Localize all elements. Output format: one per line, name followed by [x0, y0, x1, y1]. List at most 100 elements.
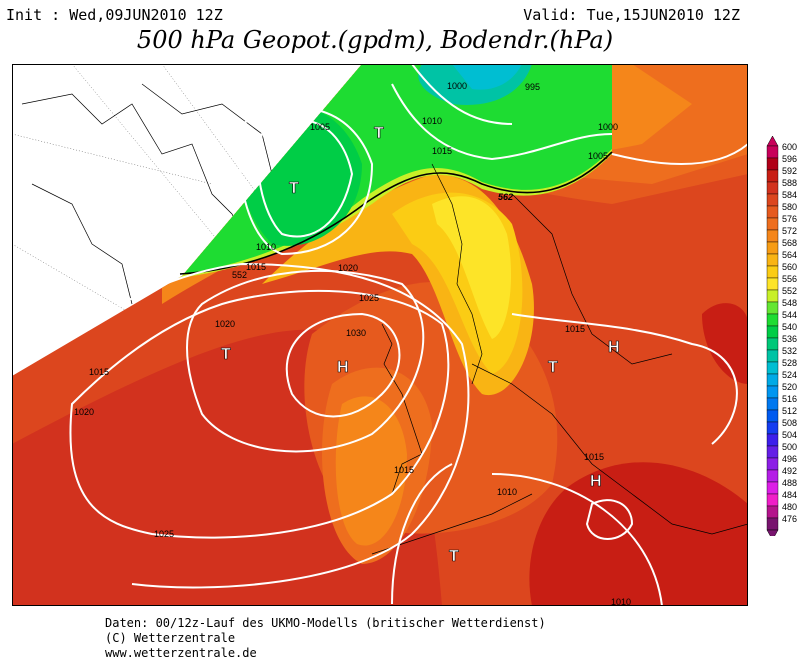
- legend-swatch: [766, 385, 779, 399]
- legend-swatch: [766, 241, 779, 255]
- contour-labels: 1000 995 1005 1010 1015 1000 1005 1010 1…: [74, 81, 631, 606]
- legend-arrow-bottom: [766, 529, 779, 536]
- legend-label: 520: [782, 382, 797, 392]
- legend-swatch: [766, 493, 779, 507]
- legend-swatch: [766, 337, 779, 351]
- low-center: T: [449, 548, 459, 565]
- legend-swatch: [766, 253, 779, 267]
- legend-swatch: [766, 505, 779, 519]
- isobars: [12, 64, 748, 606]
- contour-label: 1010: [422, 116, 442, 126]
- legend-swatch: [766, 481, 779, 495]
- legend-label: 548: [782, 298, 797, 308]
- legend-label: 524: [782, 370, 797, 380]
- high-center: H: [590, 473, 602, 490]
- pressure-centers: T T T H H T H T: [221, 125, 620, 566]
- legend-label: 512: [782, 406, 797, 416]
- low-center: T: [289, 180, 299, 197]
- legend-swatch: [766, 349, 779, 363]
- low-center: T: [374, 125, 384, 142]
- legend-label: 596: [782, 154, 797, 164]
- legend-swatch: [766, 181, 779, 195]
- contour-label: 1005: [588, 151, 608, 161]
- legend-label: 600: [782, 142, 797, 152]
- legend-swatch: [766, 433, 779, 447]
- legend-swatch: [766, 193, 779, 207]
- legend-label: 528: [782, 358, 797, 368]
- contour-label: 1030: [346, 328, 366, 338]
- low-center: T: [548, 359, 558, 376]
- legend-labels: 600 596 592 588 584 580 576 572 568 564 560 556 552 5…: [782, 142, 797, 524]
- legend-label: 488: [782, 478, 797, 488]
- legend-label: 516: [782, 394, 797, 404]
- legend-swatch: [766, 517, 779, 531]
- legend-label: 572: [782, 226, 797, 236]
- high-center: H: [337, 359, 349, 376]
- legend-swatch: [766, 469, 779, 483]
- legend-swatch: [766, 361, 779, 375]
- contour-label: 1015: [89, 367, 109, 377]
- legend-label: 484: [782, 490, 797, 500]
- europe-coast: [371, 163, 748, 555]
- legend-swatch: [766, 169, 779, 183]
- legend-label: 584: [782, 190, 797, 200]
- contour-label: 552: [232, 270, 247, 280]
- footer-copyright: (C) Wetterzentrale: [105, 631, 236, 645]
- legend-label: 564: [782, 250, 797, 260]
- legend-swatch: [766, 277, 779, 291]
- legend-arrow-top: [766, 136, 779, 147]
- legend-label: 560: [782, 262, 797, 272]
- legend-label: 508: [782, 418, 797, 428]
- graticule: [12, 64, 273, 315]
- contour-label: 1020: [215, 319, 235, 329]
- legend-label: 588: [782, 178, 797, 188]
- footer-source: Daten: 00/12z-Lauf des UKMO-Modells (bri…: [105, 616, 546, 630]
- color-legend: 600 596 592 588 584 580 576 572 568 564 560 556 552 5…: [766, 136, 797, 536]
- contour-label: 1025: [359, 293, 379, 303]
- contour-label: 1020: [338, 263, 358, 273]
- isoline-552: [179, 151, 613, 275]
- legend-swatch: [766, 217, 779, 231]
- contour-label: 1015: [432, 146, 452, 156]
- greenland-coast: [21, 83, 273, 305]
- legend-swatches: [766, 136, 779, 536]
- contour-label: 1010: [611, 597, 631, 606]
- legend-label: 504: [782, 430, 797, 440]
- legend-swatch: [766, 289, 779, 303]
- legend-label: 576: [782, 214, 797, 224]
- contour-label: 1000: [598, 122, 618, 132]
- legend-swatch: [766, 313, 779, 327]
- footer-url: www.wetterzentrale.de: [105, 646, 257, 660]
- contour-label: 1015: [584, 452, 604, 462]
- low-center: T: [221, 346, 231, 363]
- map-frame: [12, 64, 748, 606]
- contour-label: 562: [498, 192, 513, 202]
- legend-label: 552: [782, 286, 797, 296]
- legend-swatch: [766, 409, 779, 423]
- legend-swatch: [766, 301, 779, 315]
- legend-label: 580: [782, 202, 797, 212]
- contour-label: 1010: [497, 487, 517, 497]
- legend-label: 556: [782, 274, 797, 284]
- legend-swatch: [766, 397, 779, 411]
- contour-label: 1020: [74, 407, 94, 417]
- legend-label: 592: [782, 166, 797, 176]
- contour-label: 1015: [565, 324, 585, 334]
- legend-label: 496: [782, 454, 797, 464]
- legend-label: 480: [782, 502, 797, 512]
- legend-label: 540: [782, 322, 797, 332]
- legend-swatch: [766, 457, 779, 471]
- legend-swatch: [766, 229, 779, 243]
- map-title: 500 hPa Geopot.(gpdm), Bodendr.(hPa): [136, 26, 614, 54]
- legend-swatch: [766, 373, 779, 387]
- legend-swatch: [766, 145, 779, 159]
- init-time: Init : Wed,09JUN2010 12Z: [6, 6, 223, 24]
- contour-label: 1005: [310, 122, 330, 132]
- legend-swatch: [766, 325, 779, 339]
- legend-swatch: [766, 421, 779, 435]
- contour-label: 1015: [246, 262, 266, 272]
- legend-label: 532: [782, 346, 797, 356]
- contour-label: 1015: [394, 465, 414, 475]
- legend-label: 500: [782, 442, 797, 452]
- valid-time: Valid: Tue,15JUN2010 12Z: [523, 6, 740, 24]
